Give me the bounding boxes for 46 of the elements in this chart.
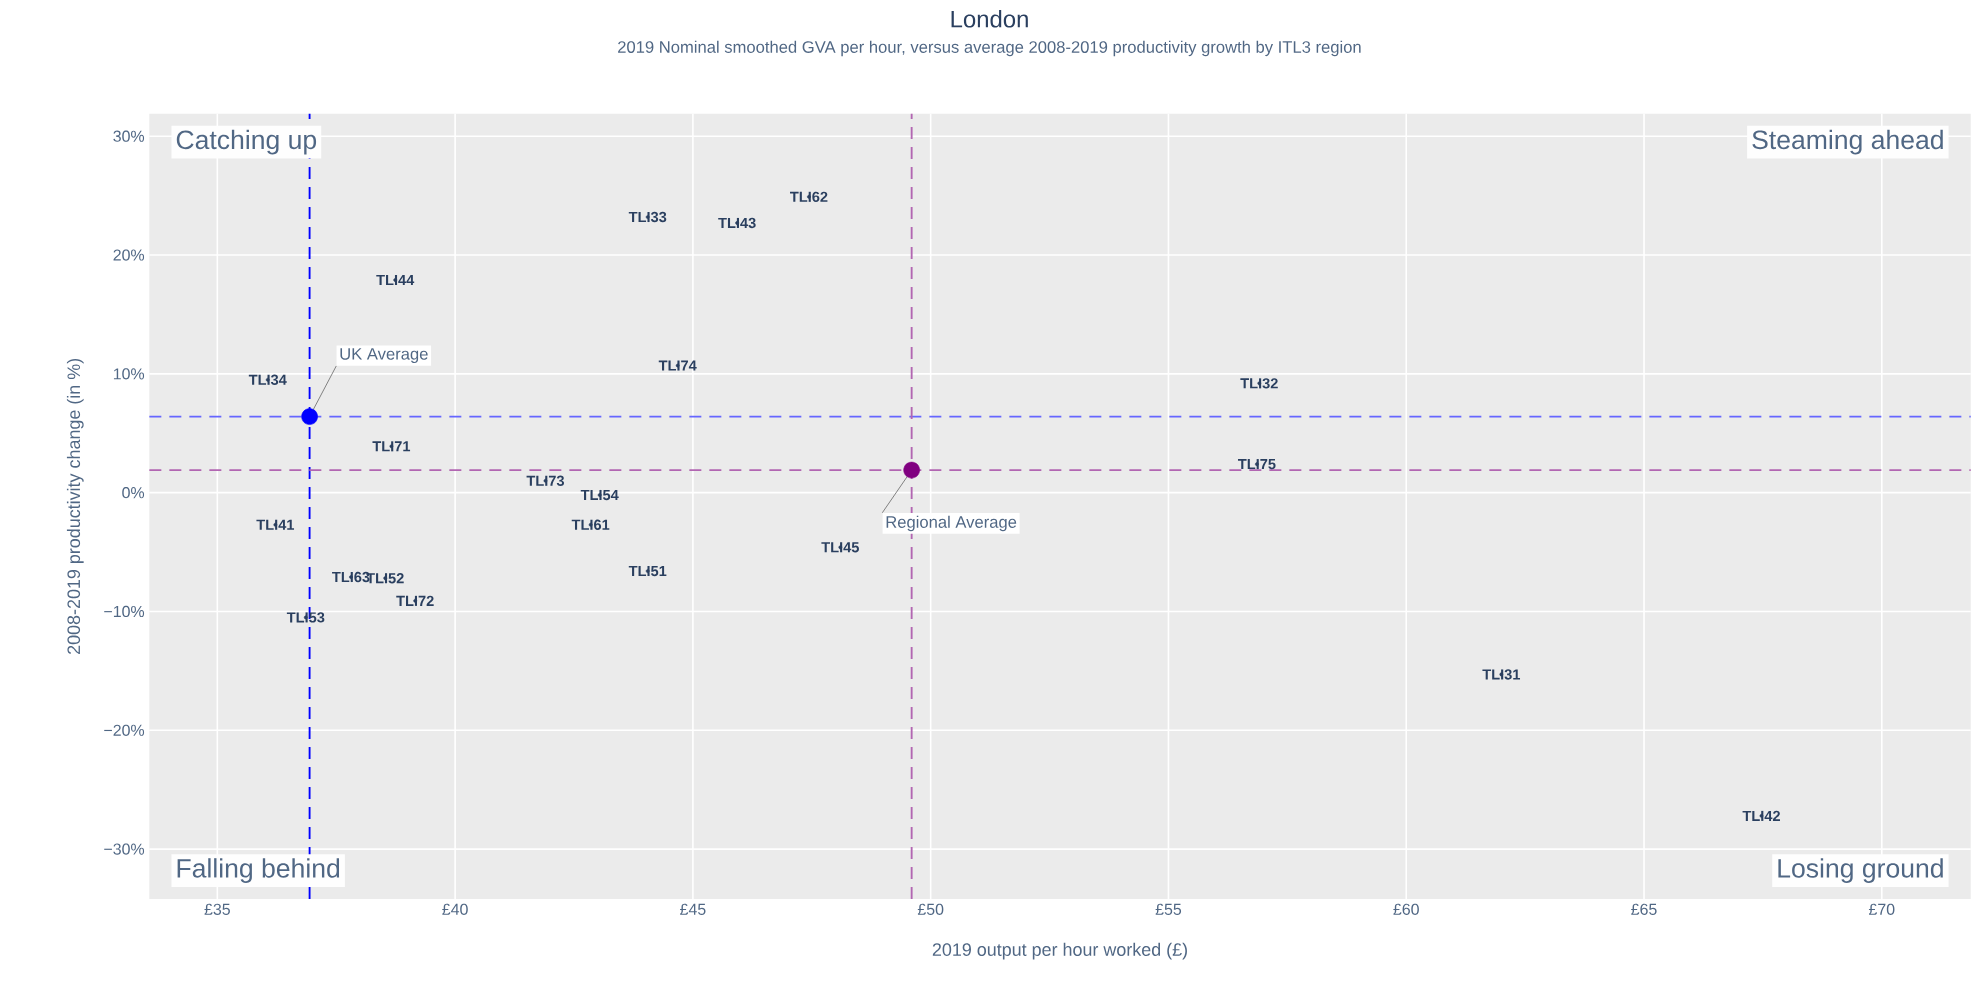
annotation: UK Average (340, 348, 428, 364)
data-label: TLI54 (580, 489, 619, 501)
y-tick-label: −20% (104, 724, 145, 736)
chart-title: London (951, 10, 1028, 28)
y-tick-label: 0% (122, 487, 145, 499)
x-tick-label: £35 (204, 903, 230, 915)
x-tick-label: £60 (1393, 903, 1419, 915)
y-tick-label: −30% (104, 843, 145, 855)
data-label: TLI53 (286, 612, 325, 623)
annotation: Losing ground (1778, 858, 1943, 883)
x-axis-title: 2019 output per hour worked (£) (932, 942, 1187, 960)
data-label: TLI71 (372, 441, 411, 452)
data-label: TLI34 (248, 374, 287, 385)
data-label: TLI75 (1237, 459, 1276, 470)
y-axis-title: 2008-2019 productivity change (in %) (66, 358, 84, 654)
annotation: Falling behind (177, 858, 340, 883)
x-tick-label: £45 (680, 903, 706, 915)
data-label: TLI73 (526, 475, 565, 486)
data-label: TLI33 (628, 211, 667, 223)
y-tick-label: 30% (113, 130, 145, 142)
x-tick-label: £50 (917, 903, 944, 915)
data-label: TLI62 (790, 191, 828, 202)
y-tick-label: 20% (113, 249, 145, 261)
point (903, 461, 920, 479)
data-label: TLI72 (396, 595, 434, 606)
data-label: TLI43 (718, 217, 756, 229)
data-label: TLI32 (1240, 378, 1278, 389)
x-tick-label: £55 (1155, 903, 1182, 915)
data-label: TLI74 (658, 360, 697, 371)
point (301, 408, 318, 425)
data-label: TLI45 (821, 542, 859, 553)
data-label: TLI42 (1742, 810, 1780, 821)
annotation: Catching up (176, 129, 317, 155)
x-tick-label: £65 (1631, 903, 1657, 915)
data-label: TLI31 (1482, 669, 1521, 680)
data-label: TLI61 (571, 519, 610, 530)
y-tick-label: −10% (104, 605, 145, 618)
annotation: Steaming ahead (1752, 129, 1943, 155)
x-tick-label: £70 (1868, 903, 1895, 915)
data-label: TLI41 (256, 519, 295, 530)
data-label: TLI44 (376, 274, 415, 286)
annotation: Regional Average (886, 515, 1017, 532)
x-tick-label: £40 (442, 903, 468, 915)
data-label: TLI51 (628, 565, 667, 577)
y-tick-label: 10% (113, 368, 145, 380)
chart-subtitle: 2019 Nominal smoothed GVA per hour, versus average 2008-2019 productivity growth by ITL3 region (618, 40, 1361, 57)
